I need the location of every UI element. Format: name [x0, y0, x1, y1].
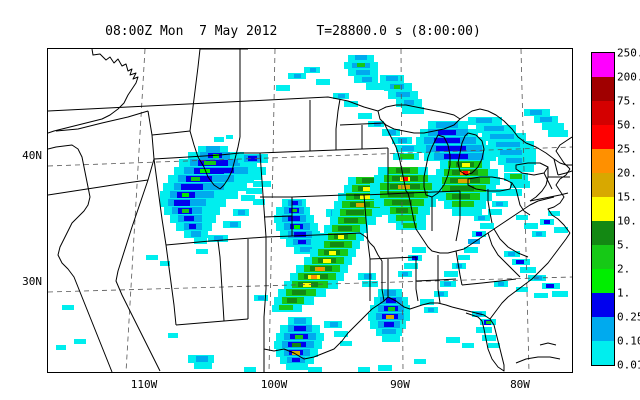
precip-texas	[188, 317, 352, 370]
state-and-coast-boundaries	[48, 49, 572, 372]
colorbar-tick-010: 0.10	[617, 334, 640, 348]
precip-illinois-ohio	[370, 161, 530, 230]
precip-missouri-arkansas	[272, 177, 392, 312]
precip-colorado-kansas	[160, 135, 268, 244]
precip-deep-south	[358, 273, 410, 342]
lat-tick-30n: 30N	[22, 275, 42, 288]
precipitation-field	[56, 55, 568, 372]
colorbar-tick-20: 20.	[617, 166, 637, 180]
lon-tick-100w: 100W	[260, 378, 288, 391]
colorbar-band-8	[592, 245, 614, 269]
colorbar-tick-5: 5.	[617, 238, 631, 252]
colorbar-tick-75: 75.	[617, 94, 637, 108]
colorbar-tick-250: 250.	[617, 46, 640, 60]
colorbar-band-10	[592, 293, 614, 317]
colorbar-band-1	[592, 77, 614, 101]
colorbar-tick-50: 50.	[617, 118, 637, 132]
figure-title: 08:00Z Mon 7 May 2012 T=28800.0 s (8:00:…	[105, 24, 481, 39]
colorbar-band-11	[592, 317, 614, 341]
map-panel[interactable]	[47, 48, 573, 373]
colorbar-tick-10: 10.	[617, 214, 637, 228]
colorbar-band-7	[592, 221, 614, 245]
colorbar-tick-200: 200.	[617, 70, 640, 84]
map-canvas	[48, 49, 572, 372]
precip-upper-midwest	[276, 67, 420, 160]
colorbar-band-2	[592, 101, 614, 125]
lat-tick-40n: 40N	[22, 149, 42, 162]
colorbar-tick-25: 25.	[617, 142, 637, 156]
colorbar-tick-001: 0.01	[617, 358, 640, 372]
colorbar-tick-1: 1.	[617, 286, 631, 300]
precip-west-scattered	[56, 249, 426, 372]
colorbar-band-0	[592, 53, 614, 77]
colorbar-band-3	[592, 125, 614, 149]
colorbar[interactable]	[591, 52, 615, 366]
colorbar-tick-2: 2.	[617, 262, 631, 276]
colorbar-band-4	[592, 149, 614, 173]
colorbar-band-12	[592, 341, 614, 365]
lon-tick-90w: 90W	[390, 378, 410, 391]
colorbar-tick-labels: 250. 200. 75. 50. 25. 20. 15. 10. 5. 2. 1. 0.25 0.10…	[617, 48, 640, 371]
colorbar-tick-15: 15.	[617, 190, 637, 204]
colorbar-tick-025: 0.25	[617, 310, 640, 324]
colorbar-band-9	[592, 269, 614, 293]
colorbar-band-6	[592, 197, 614, 221]
precip-great-lakes	[344, 55, 568, 172]
lon-tick-80w: 80W	[510, 378, 530, 391]
lat-lon-gridlines	[48, 49, 572, 372]
colorbar-band-5	[592, 173, 614, 197]
lon-tick-110w: 110W	[130, 378, 158, 391]
